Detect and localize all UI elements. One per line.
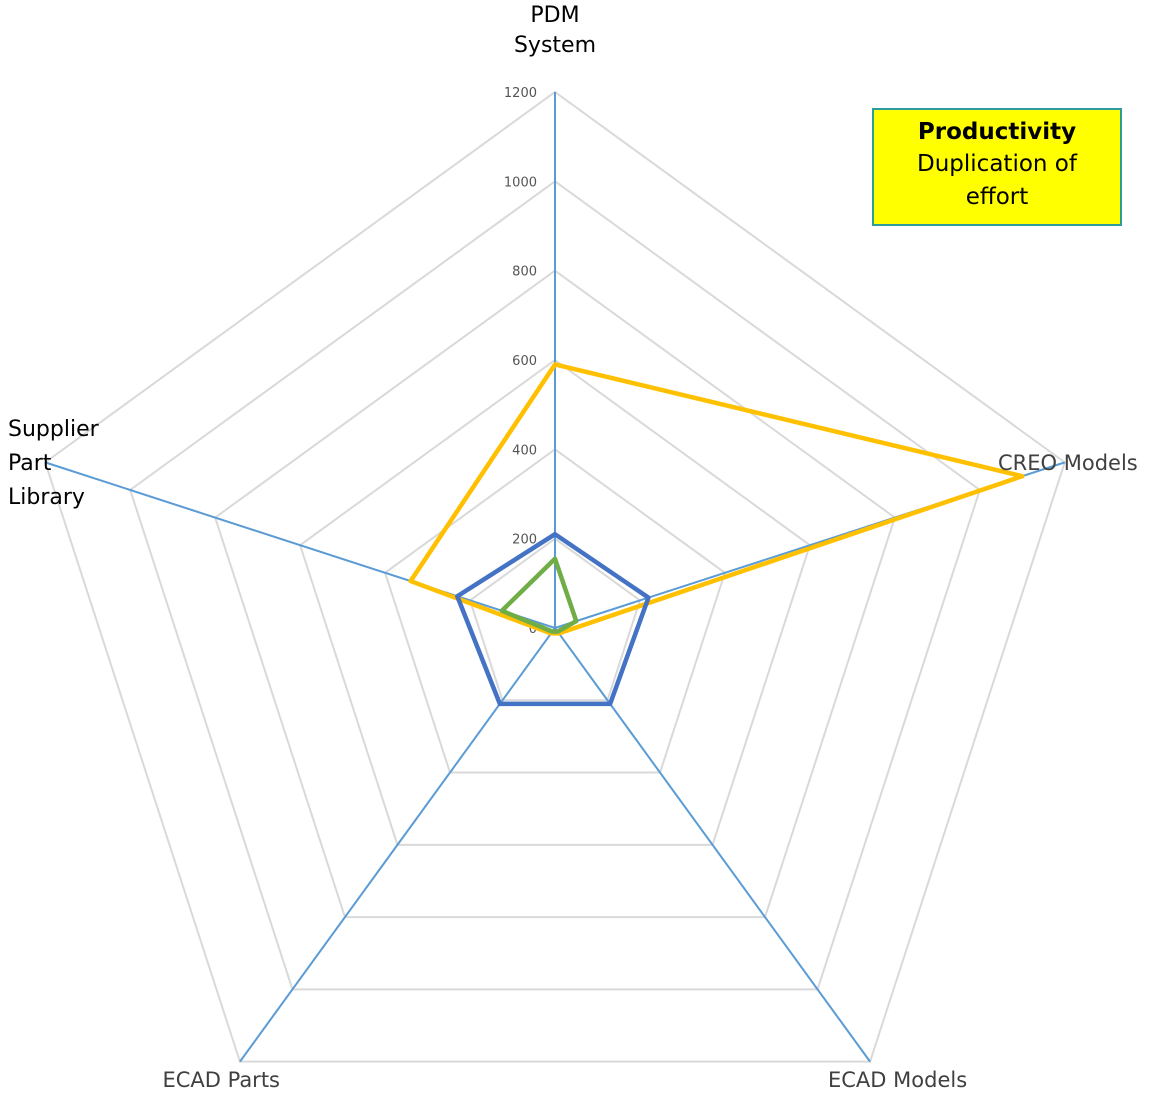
series-line [499, 556, 579, 634]
tick-label: 1000 [504, 175, 537, 190]
axis-spoke [239, 627, 556, 1063]
annotation-title: Productivity [917, 119, 1077, 145]
category-labels: PDM System CREO Models ECAD Models ECAD Part… [8, 3, 1138, 1092]
grid-ring [383, 448, 727, 774]
grid-ring [213, 269, 897, 919]
axis-spoke [554, 627, 871, 1063]
grid-ring [44, 90, 1066, 1063]
category-label: CREO Models [998, 451, 1138, 475]
grid-ring [298, 358, 812, 846]
category-label: Supplier Part Library [8, 417, 100, 510]
tick-label: 600 [512, 354, 537, 369]
category-label: ECAD Models [828, 1068, 967, 1092]
tick-label: 200 [512, 533, 537, 548]
series-line [455, 531, 651, 707]
annotation-body: Duplication of effort [917, 151, 1077, 210]
series-line [408, 362, 1025, 636]
radar-grid [44, 90, 1066, 1063]
axis-spoke [44, 461, 556, 629]
tick-label: 400 [512, 443, 537, 458]
tick-label: 0 [529, 622, 537, 637]
grid-ring [129, 180, 981, 991]
category-label: ECAD Parts [162, 1068, 280, 1092]
radial-tick-labels: 0 200 400 600 800 1000 1200 [504, 86, 537, 637]
tick-label: 1200 [504, 86, 537, 101]
grid-ring [468, 537, 642, 702]
category-label: PDM System [514, 3, 596, 58]
tick-label: 800 [512, 265, 537, 280]
annotation-box: Productivity Duplication of effort [872, 108, 1122, 226]
radar-series [408, 362, 1025, 707]
